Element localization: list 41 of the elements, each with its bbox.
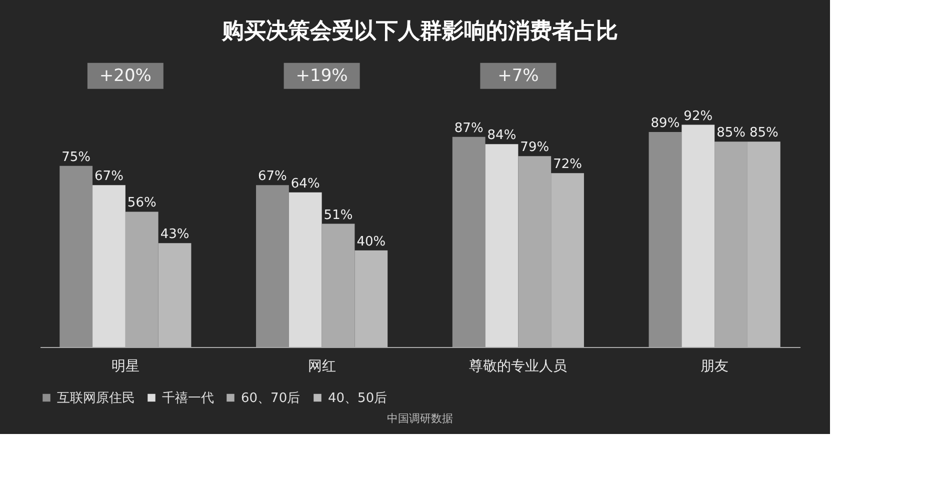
chart-title: 购买决策会受以下人群影响的消费者占比 bbox=[221, 19, 618, 44]
bar bbox=[485, 144, 518, 347]
bar bbox=[551, 173, 584, 347]
bar bbox=[256, 185, 289, 347]
x-tick-label: 朋友 bbox=[700, 358, 729, 374]
bar bbox=[158, 243, 192, 347]
data-label: 56% bbox=[127, 196, 156, 211]
data-label: 75% bbox=[62, 150, 91, 165]
legend-label: 千禧一代 bbox=[162, 390, 214, 406]
data-label: 72% bbox=[553, 157, 582, 172]
text: 中国调研数据 bbox=[387, 412, 453, 425]
data-label: 64% bbox=[290, 176, 320, 192]
data-label: 85% bbox=[749, 126, 778, 141]
data-label: 84% bbox=[487, 128, 516, 144]
data-label: 40% bbox=[356, 234, 386, 250]
x-tick-label: 明星 bbox=[111, 358, 140, 374]
data-label: 51% bbox=[324, 208, 353, 223]
x-tick-label: 尊敬的专业人员 bbox=[469, 358, 568, 374]
data-label: 67% bbox=[258, 169, 287, 184]
x-tick-label: 网红 bbox=[308, 358, 336, 374]
data-label: 89% bbox=[650, 116, 680, 132]
data-label: 67% bbox=[94, 169, 124, 184]
bar bbox=[288, 192, 322, 347]
bar bbox=[648, 132, 682, 347]
bar bbox=[60, 166, 93, 347]
legend-label: 60、70后 bbox=[241, 390, 300, 406]
bar bbox=[747, 142, 780, 347]
bar bbox=[92, 185, 126, 347]
data-label: 79% bbox=[520, 140, 550, 156]
text: +20% bbox=[99, 66, 152, 86]
data-label: 87% bbox=[454, 120, 484, 136]
bar bbox=[354, 250, 388, 347]
data-label: 43% bbox=[160, 227, 190, 242]
text: +19% bbox=[296, 66, 348, 86]
legend-label: 40、50后 bbox=[328, 390, 388, 406]
data-label: 92% bbox=[684, 108, 713, 124]
data-label: 85% bbox=[716, 126, 746, 141]
bar bbox=[682, 124, 715, 347]
text: +7% bbox=[498, 66, 539, 86]
bar bbox=[452, 136, 486, 347]
legend-label: 互联网原住民 bbox=[57, 390, 135, 406]
